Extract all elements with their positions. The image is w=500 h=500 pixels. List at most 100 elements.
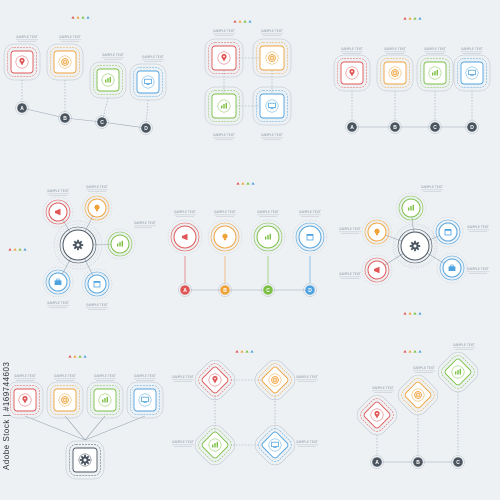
circle-node xyxy=(395,192,427,224)
text-placeholder-line xyxy=(61,41,79,42)
monitor-icon xyxy=(141,396,149,403)
marker-letter: C xyxy=(456,460,460,466)
node-ring xyxy=(457,58,487,88)
hub-ring xyxy=(53,220,103,270)
circle-node xyxy=(104,228,136,260)
map-pin-icon xyxy=(212,375,218,384)
text-placeholder-line xyxy=(261,33,283,35)
node-ring xyxy=(194,424,236,466)
text-placeholder-line xyxy=(341,278,359,279)
panel-4-hub-circles: SAMPLE TEXT SAMPLE TEXT SAMPLE TEXT SAMPLE … xyxy=(8,185,156,310)
rounded-square-node xyxy=(204,38,244,78)
megaphone-icon xyxy=(182,233,188,241)
sample-text-label: SAMPLE TEXT xyxy=(16,35,38,39)
text-placeholder-line xyxy=(56,380,74,381)
color-dot xyxy=(403,350,407,353)
text-placeholder-line xyxy=(54,378,76,380)
rounded-square-node xyxy=(194,359,236,401)
text-placeholder-line xyxy=(469,273,487,274)
icon-holder xyxy=(411,388,425,402)
icon-holder xyxy=(268,438,282,452)
text-placeholder-line xyxy=(372,390,394,392)
text-placeholder-line xyxy=(16,39,38,41)
color-dot xyxy=(83,355,87,358)
text-placeholder-line xyxy=(296,444,318,446)
rounded-square-node xyxy=(333,54,371,92)
node-ring xyxy=(45,269,71,295)
color-dot xyxy=(408,312,412,315)
lightbulb-icon xyxy=(222,233,228,241)
icon-holder xyxy=(265,99,279,113)
color-dot xyxy=(78,355,82,358)
map-pin-icon xyxy=(374,410,380,419)
panel-3-row-squares: SAMPLE TEXT A SAMPLE TEXT B SAMPLE TEXT C SAMP… xyxy=(333,17,491,134)
rounded-square-node xyxy=(416,54,454,92)
node-ring xyxy=(10,385,40,415)
color-dot xyxy=(413,350,417,353)
color-dot xyxy=(81,16,85,19)
text-placeholder-line xyxy=(47,193,69,195)
panel-7-squares-to-hub: SAMPLE TEXT SAMPLE TEXT SAMPLE TEXT SAMPLE … xyxy=(6,355,164,480)
text-placeholder-line xyxy=(467,271,489,273)
node-ring xyxy=(65,440,105,480)
node-ring xyxy=(397,228,433,264)
rounded-square-node xyxy=(397,374,439,416)
text-placeholder-line xyxy=(86,189,108,191)
connector-line xyxy=(84,415,106,441)
rounded-square-node xyxy=(356,394,398,436)
node-ring xyxy=(50,47,80,77)
icon-holder xyxy=(268,373,282,387)
color-dot xyxy=(403,17,407,20)
text-placeholder-line xyxy=(172,379,194,381)
rounded-square-node xyxy=(252,86,292,126)
sample-text-label: SAMPLE TEXT xyxy=(214,210,236,214)
text-placeholder-line xyxy=(341,233,359,234)
circle-node xyxy=(42,266,74,298)
marker-letter: D xyxy=(144,126,148,132)
sample-text-label: SAMPLE TEXT xyxy=(86,185,108,189)
node-ring xyxy=(167,219,203,255)
sample-text-label: SAMPLE TEXT xyxy=(372,386,394,390)
node-ring xyxy=(253,222,283,252)
megaphone-icon xyxy=(374,266,380,274)
text-placeholder-line xyxy=(174,381,192,382)
circle-node xyxy=(292,219,328,255)
calendar-icon xyxy=(444,228,452,236)
text-placeholder-line xyxy=(257,214,279,216)
color-dot xyxy=(233,20,237,23)
text-placeholder-line xyxy=(261,137,283,139)
text-placeholder-line xyxy=(298,381,316,382)
node-ring xyxy=(56,223,100,267)
circle-node xyxy=(432,216,464,248)
text-placeholder-line xyxy=(386,53,404,54)
sample-text-label: SAMPLE TEXT xyxy=(339,272,361,276)
text-placeholder-line xyxy=(96,380,114,381)
text-placeholder-line xyxy=(259,216,277,217)
text-placeholder-line xyxy=(423,191,441,192)
node-ring xyxy=(252,86,292,126)
text-placeholder-line xyxy=(424,51,446,53)
rounded-square-node xyxy=(6,381,44,419)
chart-icon xyxy=(102,396,108,403)
circle-node xyxy=(394,225,436,267)
marker-disc xyxy=(141,123,151,133)
panel-2-grid-squares: SAMPLE TEXT SAMPLE TEXT SAMPLE TEXT SAMPLE … xyxy=(204,20,292,140)
panel-6-hub-circles: SAMPLE TEXT SAMPLE TEXT SAMPLE TEXT SAMPLE … xyxy=(339,185,489,315)
marker-letter: A xyxy=(375,460,379,466)
node-ring xyxy=(50,385,80,415)
node-ring xyxy=(420,58,450,88)
text-placeholder-line xyxy=(215,139,233,140)
node-ring xyxy=(441,355,475,389)
marker-ring xyxy=(218,283,232,297)
text-placeholder-line xyxy=(104,59,122,60)
node-ring xyxy=(210,222,240,252)
color-dot xyxy=(403,312,407,315)
gear-icon xyxy=(79,454,91,466)
target-icon xyxy=(61,396,69,404)
chart-icon xyxy=(432,69,438,76)
marker-letter: C xyxy=(100,120,104,126)
node-ring xyxy=(438,222,458,242)
marker-disc xyxy=(263,285,273,295)
rounded-square-node xyxy=(86,381,124,419)
color-dot xyxy=(76,16,80,19)
